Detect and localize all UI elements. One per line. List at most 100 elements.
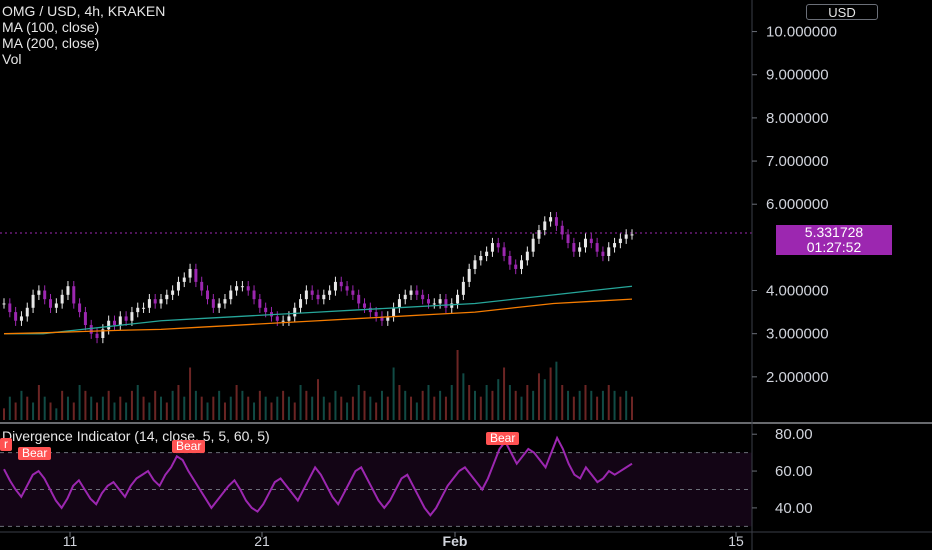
currency-button[interactable]: USD <box>806 4 878 20</box>
candle-body <box>328 290 332 295</box>
volume-bar <box>26 396 29 420</box>
volume-bar <box>514 390 517 420</box>
volume-bar <box>601 390 604 420</box>
volume-bar <box>171 390 174 420</box>
volume-bar <box>415 402 418 420</box>
candle-body <box>165 294 169 300</box>
volume-bar <box>410 396 413 420</box>
candle-body <box>200 281 204 291</box>
volume-bar <box>49 402 52 420</box>
divergence-indicator-title[interactable]: Divergence Indicator (14, close, 5, 5, 6… <box>2 428 270 444</box>
candle-body <box>43 290 47 300</box>
volume-bar <box>613 390 616 420</box>
candle-body <box>583 238 587 248</box>
candle-body <box>8 303 12 313</box>
volume-bar <box>253 402 256 420</box>
candle-body <box>293 307 297 317</box>
candle-body <box>322 294 326 300</box>
candle-body <box>432 303 436 305</box>
candle-body <box>607 247 611 256</box>
candle-body <box>37 290 41 295</box>
candle-body <box>124 316 128 321</box>
vol-legend[interactable]: Vol <box>2 51 22 67</box>
candle-body <box>415 290 419 295</box>
candle-body <box>333 281 337 291</box>
volume-bar <box>241 390 244 420</box>
volume-bar <box>32 402 35 420</box>
volume-bar <box>631 396 633 420</box>
volume-bar <box>311 396 314 420</box>
volume-bars <box>3 350 633 420</box>
volume-bar <box>433 396 436 420</box>
candle-body <box>345 286 349 291</box>
volume-bar <box>189 367 192 420</box>
candle-body <box>136 307 140 313</box>
ma100-legend[interactable]: MA (100, close) <box>2 19 100 35</box>
candle-body <box>589 238 593 244</box>
volume-bar <box>363 390 366 420</box>
volume-bar <box>561 385 564 420</box>
volume-bar <box>218 390 221 420</box>
volume-bar <box>78 385 81 420</box>
candle-body <box>130 312 134 321</box>
candle-body <box>304 290 308 300</box>
x-tick-label: Feb <box>443 533 468 549</box>
y-tick-label: 2.000000 <box>766 369 829 386</box>
candle-body <box>613 243 617 248</box>
volume-bar <box>346 402 349 420</box>
ma200-line <box>3 298 633 335</box>
candle-body <box>624 234 628 239</box>
volume-bar <box>84 390 87 420</box>
volume-bar <box>160 396 162 420</box>
price-axis[interactable]: 10.000000 9.000000 8.000000 7.000000 6.00000… <box>751 0 837 550</box>
candle-body <box>153 299 157 304</box>
volume-bar <box>177 385 180 420</box>
volume-bar <box>200 396 203 420</box>
volume-bar <box>194 390 197 420</box>
volume-bar <box>66 396 69 420</box>
volume-bar <box>450 385 453 420</box>
candle-body <box>299 299 303 308</box>
candle-body <box>83 312 87 326</box>
volume-bar <box>578 390 581 420</box>
candle-body <box>543 221 547 231</box>
candle-body <box>630 234 634 236</box>
x-tick-label: 15 <box>728 533 744 549</box>
candle-body <box>566 234 570 244</box>
volume-bar <box>154 390 157 420</box>
candle-body <box>19 316 23 321</box>
candle-body <box>508 256 512 265</box>
candle-body <box>479 256 483 261</box>
volume-bar <box>148 402 151 420</box>
candle-body <box>525 251 529 261</box>
candle-body <box>182 277 186 282</box>
volume-bar <box>625 390 628 420</box>
time-axis[interactable]: 11 21 Feb 15 <box>63 532 744 549</box>
candle-body <box>194 268 198 282</box>
volume-bar <box>584 385 587 420</box>
bear-label: r <box>0 438 12 451</box>
volume-bar <box>61 390 64 420</box>
volume-bar <box>491 390 494 420</box>
ma200-legend[interactable]: MA (200, close) <box>2 35 100 51</box>
volume-bar <box>258 390 261 420</box>
volume-bar <box>497 379 500 420</box>
volume-bar <box>293 402 296 420</box>
x-tick-label: 11 <box>63 533 78 549</box>
candle-body <box>456 294 460 304</box>
volume-bar <box>55 408 58 420</box>
volume-bar <box>229 396 232 420</box>
volume-bar <box>247 396 250 420</box>
volume-bar <box>444 396 447 420</box>
symbol-title[interactable]: OMG / USD, 4h, KRAKEN <box>2 3 166 19</box>
volume-bar <box>3 408 5 420</box>
volume-bar <box>520 396 523 420</box>
candle-body <box>595 243 599 252</box>
volume-bar <box>235 385 238 420</box>
volume-bar <box>479 396 482 420</box>
candle-body <box>229 290 233 300</box>
volume-bar <box>392 367 395 420</box>
volume-bar <box>380 390 383 420</box>
volume-bar <box>96 402 99 420</box>
